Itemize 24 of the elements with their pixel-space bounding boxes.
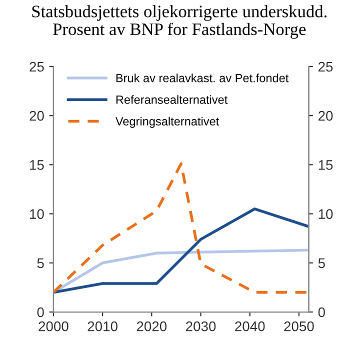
x-tick-label: 2050 xyxy=(284,321,314,332)
x-tick-label: 2000 xyxy=(38,321,68,332)
y2-tick-label: 0 xyxy=(318,307,325,318)
y-tick-label: 20 xyxy=(30,110,44,121)
y2-tick-label: 15 xyxy=(318,160,333,170)
y2-tick-label: 5 xyxy=(318,258,325,268)
x-tick-label: 2020 xyxy=(136,321,167,332)
legend-label: Vegringsalternativet xyxy=(115,116,220,128)
line-series xyxy=(53,162,309,294)
line-series xyxy=(53,208,309,294)
y-tick-label: 25 xyxy=(30,62,44,72)
legend-label: Referansealternativet xyxy=(116,95,228,104)
y2-tick-label: 10 xyxy=(318,209,333,219)
x-tick-label: 2040 xyxy=(235,321,265,332)
y-tick-label: 0 xyxy=(37,307,44,318)
x-tick-label: 2010 xyxy=(88,321,118,332)
y2-tick-label: 25 xyxy=(318,62,333,72)
chart-title: Statsbudsjettets oljekorrigerte underskudd. Prosent av BNP for Fastlands-Norge xyxy=(32,5,327,39)
y-tick-label: 10 xyxy=(30,209,44,219)
y2-tick-label: 20 xyxy=(318,110,333,121)
x-tick-label: 2030 xyxy=(186,321,216,332)
y-tick-label: 15 xyxy=(30,160,44,170)
legend-label: Bruk av realavkast. av Pet.fondet xyxy=(116,74,289,82)
y-tick-label: 5 xyxy=(37,258,44,268)
